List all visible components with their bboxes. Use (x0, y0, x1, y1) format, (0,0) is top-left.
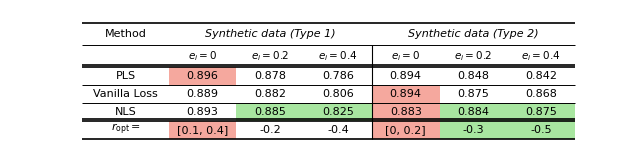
Text: 0.878: 0.878 (254, 71, 286, 81)
Bar (440, 121, 508, 139)
Bar (169, 85, 236, 103)
Bar (508, 103, 575, 121)
Bar (440, 67, 508, 85)
Bar (372, 121, 440, 139)
Bar (440, 85, 508, 103)
Text: 0.894: 0.894 (390, 71, 422, 81)
Text: 0.825: 0.825 (322, 107, 354, 117)
Text: [0.1, 0.4]: [0.1, 0.4] (177, 125, 228, 135)
Bar (440, 103, 508, 121)
Bar (304, 121, 372, 139)
Text: 0.875: 0.875 (458, 89, 490, 99)
Text: Synthetic data (Type 1): Synthetic data (Type 1) (205, 29, 335, 39)
Text: $e_i=0.4$: $e_i=0.4$ (522, 49, 561, 63)
Text: 0.875: 0.875 (525, 107, 557, 117)
Text: 0.882: 0.882 (254, 89, 286, 99)
Bar (236, 67, 304, 85)
Text: $e_i=0.2$: $e_i=0.2$ (251, 49, 289, 63)
Bar (508, 85, 575, 103)
Bar (236, 85, 304, 103)
Text: 0.842: 0.842 (525, 71, 557, 81)
Text: PLS: PLS (115, 71, 136, 81)
Text: $r_{\mathrm{opt}}=$: $r_{\mathrm{opt}}=$ (111, 122, 141, 137)
Bar (236, 121, 304, 139)
Bar (372, 103, 440, 121)
Bar (372, 85, 440, 103)
Bar (508, 67, 575, 85)
Text: Vanilla Loss: Vanilla Loss (93, 89, 158, 99)
Bar (304, 103, 372, 121)
Text: -0.5: -0.5 (531, 125, 552, 135)
Text: Method: Method (104, 29, 147, 39)
Bar (508, 121, 575, 139)
Text: 0.894: 0.894 (390, 89, 422, 99)
Text: 0.806: 0.806 (322, 89, 354, 99)
Bar (304, 67, 372, 85)
Bar (236, 103, 304, 121)
Text: 0.884: 0.884 (458, 107, 490, 117)
Bar (304, 85, 372, 103)
Bar (169, 67, 236, 85)
Bar (169, 103, 236, 121)
Text: $e_i=0$: $e_i=0$ (188, 49, 217, 63)
Text: -0.2: -0.2 (259, 125, 281, 135)
Text: 0.786: 0.786 (322, 71, 354, 81)
Text: $e_i=0.2$: $e_i=0.2$ (454, 49, 493, 63)
Text: -0.3: -0.3 (463, 125, 484, 135)
Text: Synthetic data (Type 2): Synthetic data (Type 2) (408, 29, 539, 39)
Bar (372, 67, 440, 85)
Text: $e_i=0.4$: $e_i=0.4$ (318, 49, 358, 63)
Text: $e_i=0$: $e_i=0$ (391, 49, 420, 63)
Text: 0.889: 0.889 (186, 89, 218, 99)
Text: 0.883: 0.883 (390, 107, 422, 117)
Text: 0.848: 0.848 (458, 71, 490, 81)
Text: NLS: NLS (115, 107, 136, 117)
Text: 0.896: 0.896 (187, 71, 218, 81)
Text: 0.893: 0.893 (187, 107, 218, 117)
Text: [0, 0.2]: [0, 0.2] (385, 125, 426, 135)
Bar (169, 121, 236, 139)
Text: 0.868: 0.868 (525, 89, 557, 99)
Text: 0.885: 0.885 (254, 107, 286, 117)
Text: -0.4: -0.4 (327, 125, 349, 135)
